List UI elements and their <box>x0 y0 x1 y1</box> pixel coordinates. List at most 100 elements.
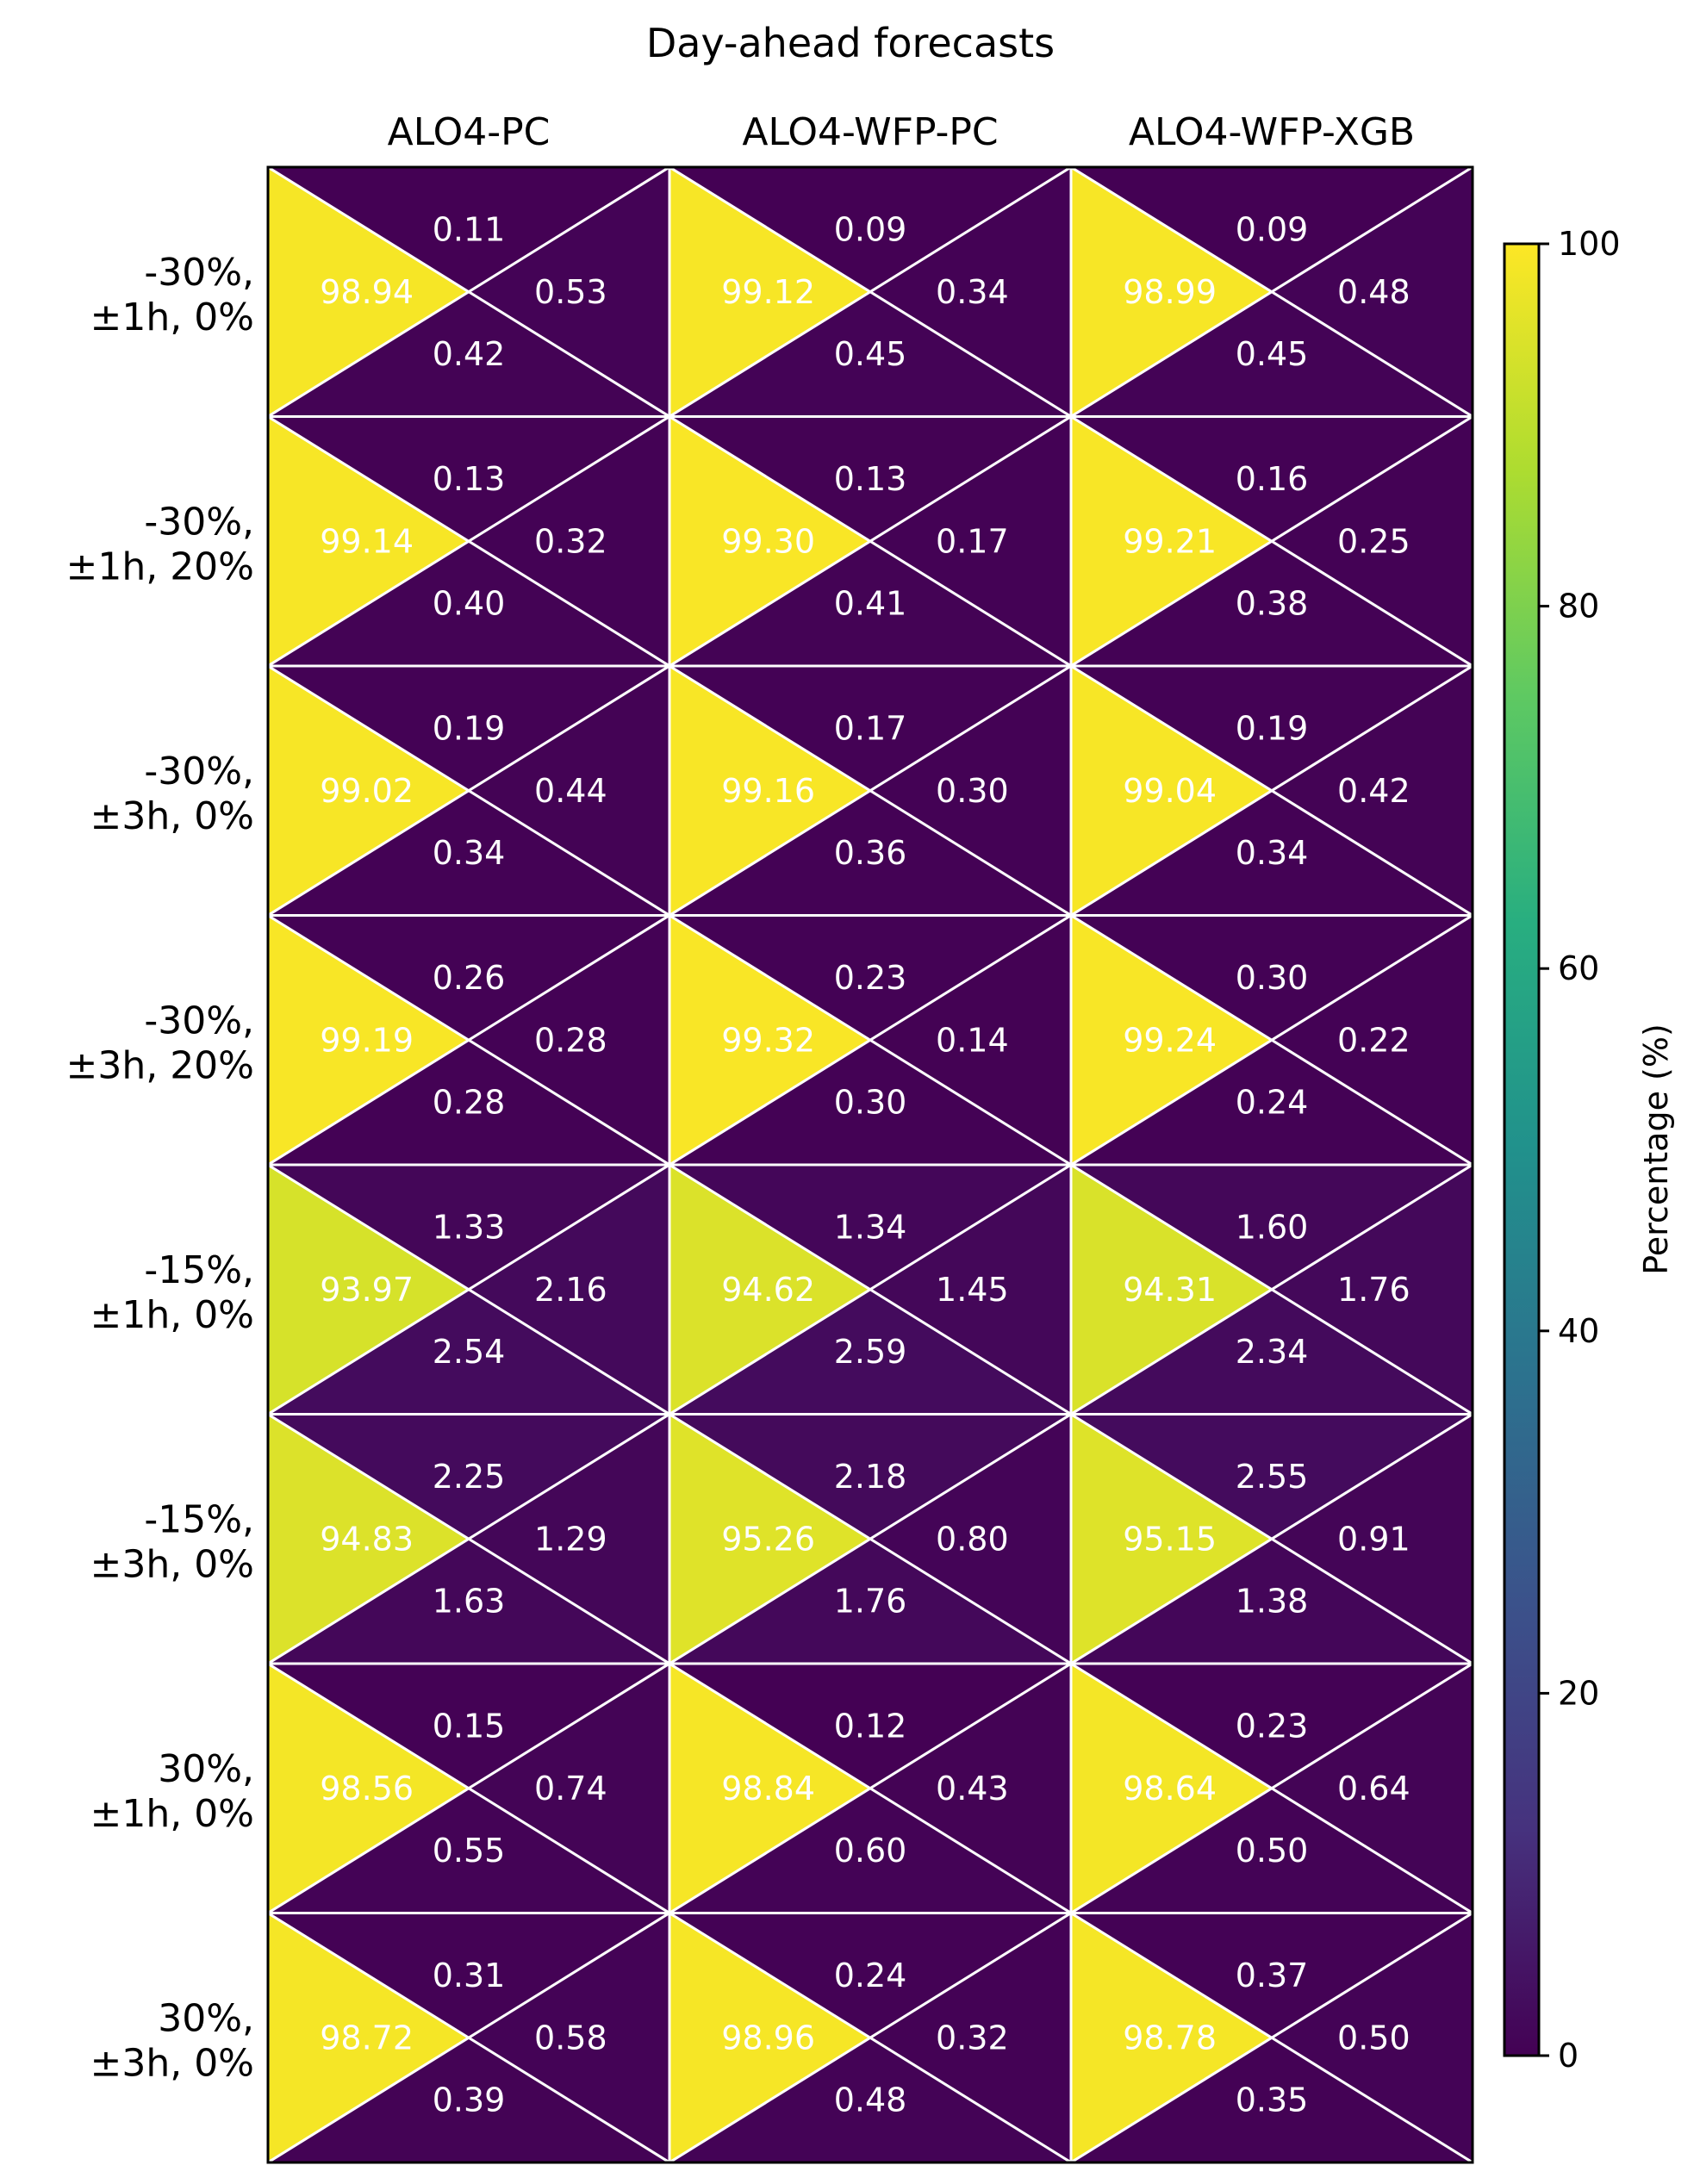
row-label: 30%, ±3h, 0% <box>90 1996 254 2085</box>
value-label-right: 0.64 <box>1337 1770 1410 1808</box>
value-label-right: 0.25 <box>1337 522 1410 560</box>
value-label-top: 0.13 <box>834 460 907 498</box>
value-label-right: 1.45 <box>936 1271 1009 1309</box>
value-label-bottom: 0.42 <box>433 335 506 373</box>
value-label-bottom: 0.50 <box>1236 1832 1309 1870</box>
colorbar-tick-label: 80 <box>1558 588 1599 625</box>
heatmap-cell: 98.78 0.37 0.50 0.35 <box>1066 1910 1478 2165</box>
value-label-right: 0.32 <box>936 2019 1009 2056</box>
value-label-top: 0.11 <box>433 210 506 248</box>
value-label-bottom: 1.76 <box>834 1583 907 1621</box>
heatmap-cell: 99.19 0.26 0.28 0.28 <box>263 912 675 1167</box>
colorbar-gradient <box>1503 242 1541 2057</box>
value-label-bottom: 0.34 <box>1236 834 1309 872</box>
heatmap-cell: 94.62 1.34 1.45 2.59 <box>664 1162 1076 1417</box>
heatmap-cell: 98.64 0.23 0.64 0.50 <box>1066 1661 1478 1916</box>
colorbar-tick-label: 20 <box>1558 1674 1599 1712</box>
value-label-top: 0.37 <box>1236 1957 1309 1994</box>
value-label-right: 0.17 <box>936 522 1009 560</box>
value-label-top: 1.60 <box>1236 1208 1309 1246</box>
heatmap-cell: 98.96 0.24 0.32 0.48 <box>664 1910 1076 2165</box>
value-label-bottom: 0.34 <box>433 834 506 872</box>
value-label-left: 99.04 <box>1123 772 1217 810</box>
heatmap-cell: 99.12 0.09 0.34 0.45 <box>664 165 1076 420</box>
chart-title: Day-ahead forecasts <box>646 20 1055 66</box>
value-label-right: 0.28 <box>534 1021 607 1059</box>
value-label-left: 98.99 <box>1123 273 1217 311</box>
heatmap-cell: 94.83 2.25 1.29 1.63 <box>263 1411 675 1666</box>
value-label-left: 94.83 <box>320 1520 414 1558</box>
value-label-bottom: 1.63 <box>433 1583 506 1621</box>
heatmap-cell: 98.84 0.12 0.43 0.60 <box>664 1661 1076 1916</box>
heatmap-cell: 95.15 2.55 0.91 1.38 <box>1066 1411 1478 1666</box>
value-label-top: 0.16 <box>1236 460 1309 498</box>
value-label-left: 98.84 <box>721 1770 815 1808</box>
value-label-right: 0.43 <box>936 1770 1009 1808</box>
value-label-right: 2.16 <box>534 1271 607 1309</box>
colorbar: 0 20 40 60 80 100 Percentage (%) <box>1503 225 1675 2075</box>
value-label-bottom: 0.55 <box>433 1832 506 1870</box>
value-label-top: 0.26 <box>433 959 506 997</box>
heatmap-cell: 95.26 2.18 0.80 1.76 <box>664 1411 1076 1666</box>
heatmap-cell: 99.04 0.19 0.42 0.34 <box>1066 663 1478 918</box>
value-label-right: 0.74 <box>534 1770 607 1808</box>
heatmap-cell: 94.31 1.60 1.76 2.34 <box>1066 1162 1478 1417</box>
value-label-left: 95.15 <box>1123 1520 1217 1558</box>
value-label-top: 0.09 <box>834 210 907 248</box>
column-label: ALO4-WFP-XGB <box>1129 110 1415 154</box>
value-label-left: 99.21 <box>1123 522 1217 560</box>
colorbar-tick-label: 100 <box>1558 225 1621 263</box>
value-label-bottom: 0.40 <box>433 585 506 623</box>
value-label-right: 0.32 <box>534 522 607 560</box>
value-label-top: 0.31 <box>433 1957 506 1994</box>
value-label-left: 99.24 <box>1123 1021 1217 1059</box>
value-label-top: 0.23 <box>834 959 907 997</box>
value-label-top: 0.23 <box>1236 1707 1309 1745</box>
value-label-bottom: 0.60 <box>834 1832 907 1870</box>
value-label-bottom: 2.59 <box>834 1333 907 1371</box>
value-label-right: 0.42 <box>1337 772 1410 810</box>
value-label-bottom: 0.45 <box>1236 335 1309 373</box>
value-label-left: 99.19 <box>320 1021 414 1059</box>
row-label: -30%, ±1h, 0% <box>90 251 254 339</box>
value-label-top: 1.33 <box>433 1208 506 1246</box>
row-label: -30%, ±3h, 20% <box>65 999 254 1087</box>
value-label-top: 2.18 <box>834 1458 907 1496</box>
value-label-left: 94.31 <box>1123 1271 1217 1309</box>
value-label-left: 99.16 <box>721 772 815 810</box>
heatmap-cell: 99.32 0.23 0.14 0.30 <box>664 912 1076 1167</box>
value-label-left: 99.32 <box>721 1021 815 1059</box>
row-label: 30%, ±1h, 0% <box>90 1747 254 1836</box>
column-label: ALO4-WFP-PC <box>742 110 998 154</box>
value-label-right: 1.29 <box>534 1520 607 1558</box>
value-label-right: 0.30 <box>936 772 1009 810</box>
heatmap-cell: 98.99 0.09 0.48 0.45 <box>1066 165 1478 420</box>
value-label-bottom: 0.38 <box>1236 585 1309 623</box>
value-label-left: 98.72 <box>320 2019 414 2056</box>
heatmap-cell: 98.72 0.31 0.58 0.39 <box>263 1910 675 2165</box>
value-label-bottom: 2.34 <box>1236 1333 1309 1371</box>
heatmap-cell: 99.02 0.19 0.44 0.34 <box>263 663 675 918</box>
value-label-top: 0.12 <box>834 1707 907 1745</box>
value-label-right: 1.76 <box>1337 1271 1410 1309</box>
heatmap-cell: 99.14 0.13 0.32 0.40 <box>263 414 675 669</box>
value-label-left: 98.78 <box>1123 2019 1217 2056</box>
value-label-top: 1.34 <box>834 1208 907 1246</box>
heatmap-cell: 98.94 0.11 0.53 0.42 <box>263 165 675 420</box>
value-label-top: 0.17 <box>834 709 907 747</box>
row-label: -15%, ±3h, 0% <box>90 1497 254 1586</box>
row-label: -15%, ±1h, 0% <box>90 1248 254 1337</box>
value-label-left: 98.64 <box>1123 1770 1217 1808</box>
value-label-bottom: 0.24 <box>1236 1084 1309 1122</box>
value-label-bottom: 0.35 <box>1236 2081 1309 2119</box>
colorbar-label: Percentage (%) <box>1637 1024 1675 1275</box>
value-label-bottom: 0.28 <box>433 1084 506 1122</box>
value-label-bottom: 0.30 <box>834 1084 907 1122</box>
value-label-top: 2.55 <box>1236 1458 1309 1496</box>
value-label-bottom: 0.48 <box>834 2081 907 2119</box>
value-label-left: 99.30 <box>721 522 815 560</box>
value-label-left: 99.14 <box>320 522 414 560</box>
value-label-left: 94.62 <box>721 1271 815 1309</box>
heatmap-cell: 99.24 0.30 0.22 0.24 <box>1066 912 1478 1167</box>
